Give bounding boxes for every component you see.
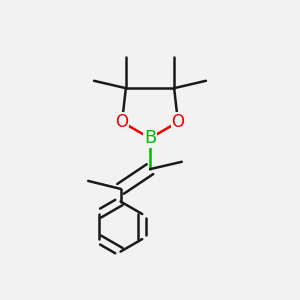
Text: O: O xyxy=(116,113,128,131)
Text: O: O xyxy=(172,113,184,131)
Text: B: B xyxy=(144,129,156,147)
